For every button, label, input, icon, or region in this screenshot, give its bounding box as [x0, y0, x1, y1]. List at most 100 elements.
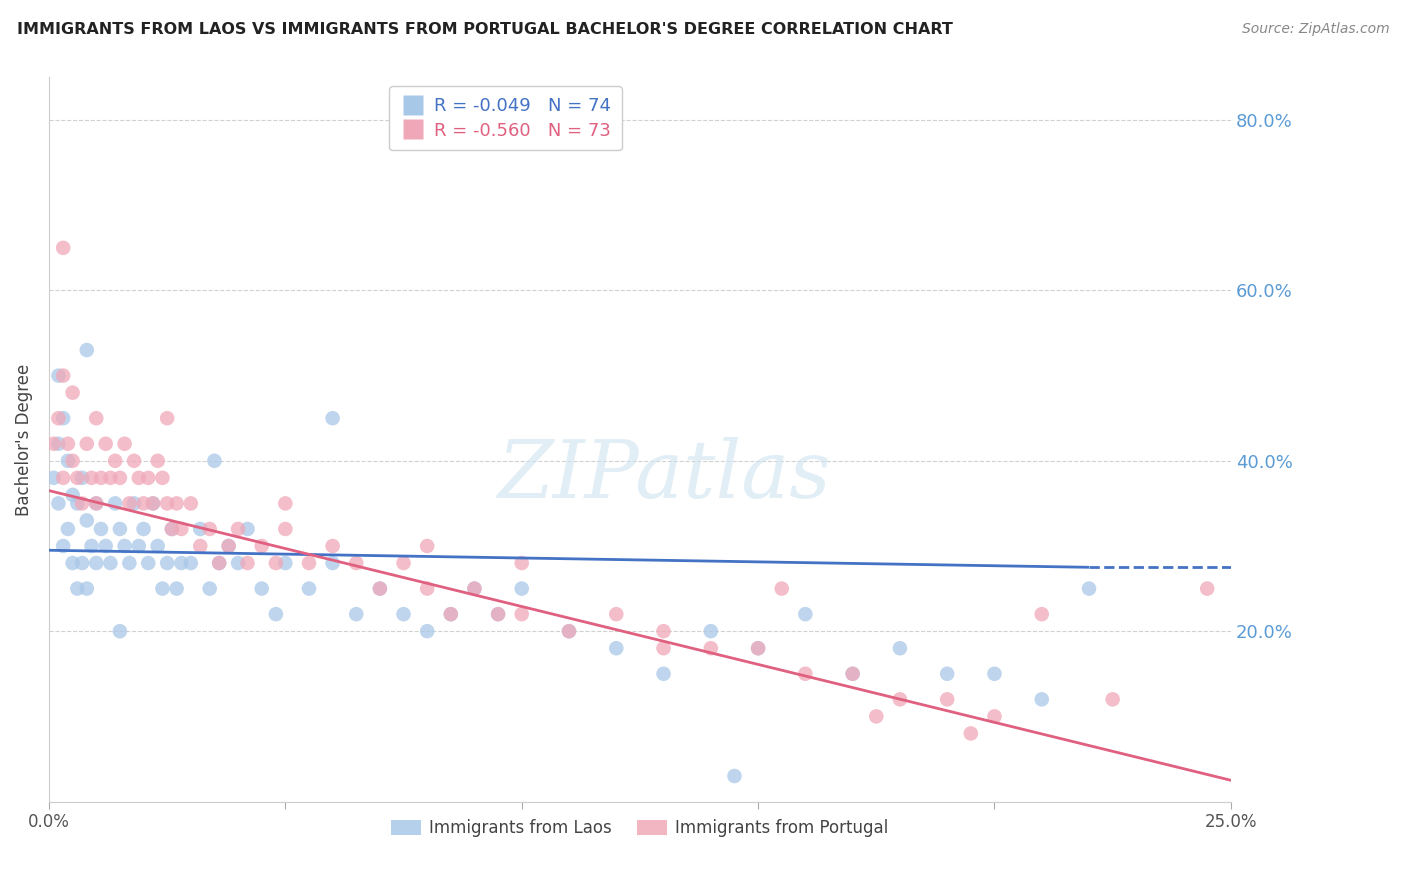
Point	[486, 607, 509, 622]
Point	[170, 522, 193, 536]
Point	[723, 769, 745, 783]
Point	[146, 539, 169, 553]
Point	[52, 539, 75, 553]
Point	[558, 624, 581, 639]
Point	[128, 539, 150, 553]
Point	[208, 556, 231, 570]
Point	[747, 641, 769, 656]
Text: IMMIGRANTS FROM LAOS VS IMMIGRANTS FROM PORTUGAL BACHELOR'S DEGREE CORRELATION C: IMMIGRANTS FROM LAOS VS IMMIGRANTS FROM …	[17, 22, 953, 37]
Point	[344, 607, 367, 622]
Point	[700, 641, 723, 656]
Point	[188, 539, 211, 553]
Point	[983, 709, 1005, 723]
Point	[100, 556, 122, 570]
Point	[322, 411, 344, 425]
Point	[392, 556, 415, 570]
Point	[1197, 582, 1219, 596]
Point	[76, 513, 98, 527]
Point	[983, 666, 1005, 681]
Legend: Immigrants from Laos, Immigrants from Portugal: Immigrants from Laos, Immigrants from Po…	[384, 813, 896, 844]
Point	[132, 522, 155, 536]
Point	[48, 411, 70, 425]
Point	[118, 556, 141, 570]
Point	[66, 471, 89, 485]
Point	[440, 607, 463, 622]
Point	[652, 666, 675, 681]
Point	[146, 454, 169, 468]
Point	[250, 539, 273, 553]
Point	[936, 692, 959, 706]
Point	[322, 556, 344, 570]
Point	[90, 522, 112, 536]
Point	[770, 582, 793, 596]
Y-axis label: Bachelor's Degree: Bachelor's Degree	[15, 363, 32, 516]
Point	[142, 496, 165, 510]
Point	[84, 556, 107, 570]
Point	[298, 556, 321, 570]
Point	[274, 522, 297, 536]
Point	[166, 496, 188, 510]
Point	[66, 582, 89, 596]
Point	[156, 496, 179, 510]
Point	[236, 556, 259, 570]
Point	[70, 556, 93, 570]
Point	[56, 436, 79, 450]
Point	[152, 471, 174, 485]
Point	[218, 539, 240, 553]
Point	[747, 641, 769, 656]
Point	[108, 471, 131, 485]
Point	[62, 454, 84, 468]
Point	[42, 471, 65, 485]
Point	[90, 471, 112, 485]
Point	[264, 556, 287, 570]
Point	[108, 624, 131, 639]
Point	[889, 692, 911, 706]
Point	[52, 368, 75, 383]
Point	[652, 624, 675, 639]
Point	[142, 496, 165, 510]
Point	[486, 607, 509, 622]
Point	[841, 666, 863, 681]
Point	[128, 471, 150, 485]
Point	[865, 709, 887, 723]
Point	[42, 436, 65, 450]
Point	[136, 471, 159, 485]
Point	[48, 368, 70, 383]
Point	[48, 436, 70, 450]
Point	[84, 411, 107, 425]
Text: Source: ZipAtlas.com: Source: ZipAtlas.com	[1241, 22, 1389, 37]
Point	[62, 556, 84, 570]
Point	[170, 556, 193, 570]
Point	[104, 454, 127, 468]
Point	[236, 522, 259, 536]
Point	[52, 411, 75, 425]
Point	[76, 436, 98, 450]
Point	[52, 241, 75, 255]
Point	[510, 582, 533, 596]
Point	[416, 624, 439, 639]
Point	[208, 556, 231, 570]
Point	[180, 496, 202, 510]
Point	[250, 582, 273, 596]
Point	[66, 496, 89, 510]
Point	[794, 666, 817, 681]
Point	[226, 522, 249, 536]
Point	[62, 488, 84, 502]
Point	[959, 726, 981, 740]
Point	[510, 607, 533, 622]
Point	[264, 607, 287, 622]
Point	[56, 522, 79, 536]
Point	[204, 454, 226, 468]
Point	[114, 539, 136, 553]
Point	[70, 471, 93, 485]
Point	[84, 496, 107, 510]
Point	[136, 556, 159, 570]
Point	[368, 582, 391, 596]
Point	[416, 539, 439, 553]
Point	[84, 496, 107, 510]
Point	[1031, 692, 1053, 706]
Point	[76, 343, 98, 357]
Point	[1078, 582, 1101, 596]
Point	[118, 496, 141, 510]
Point	[114, 436, 136, 450]
